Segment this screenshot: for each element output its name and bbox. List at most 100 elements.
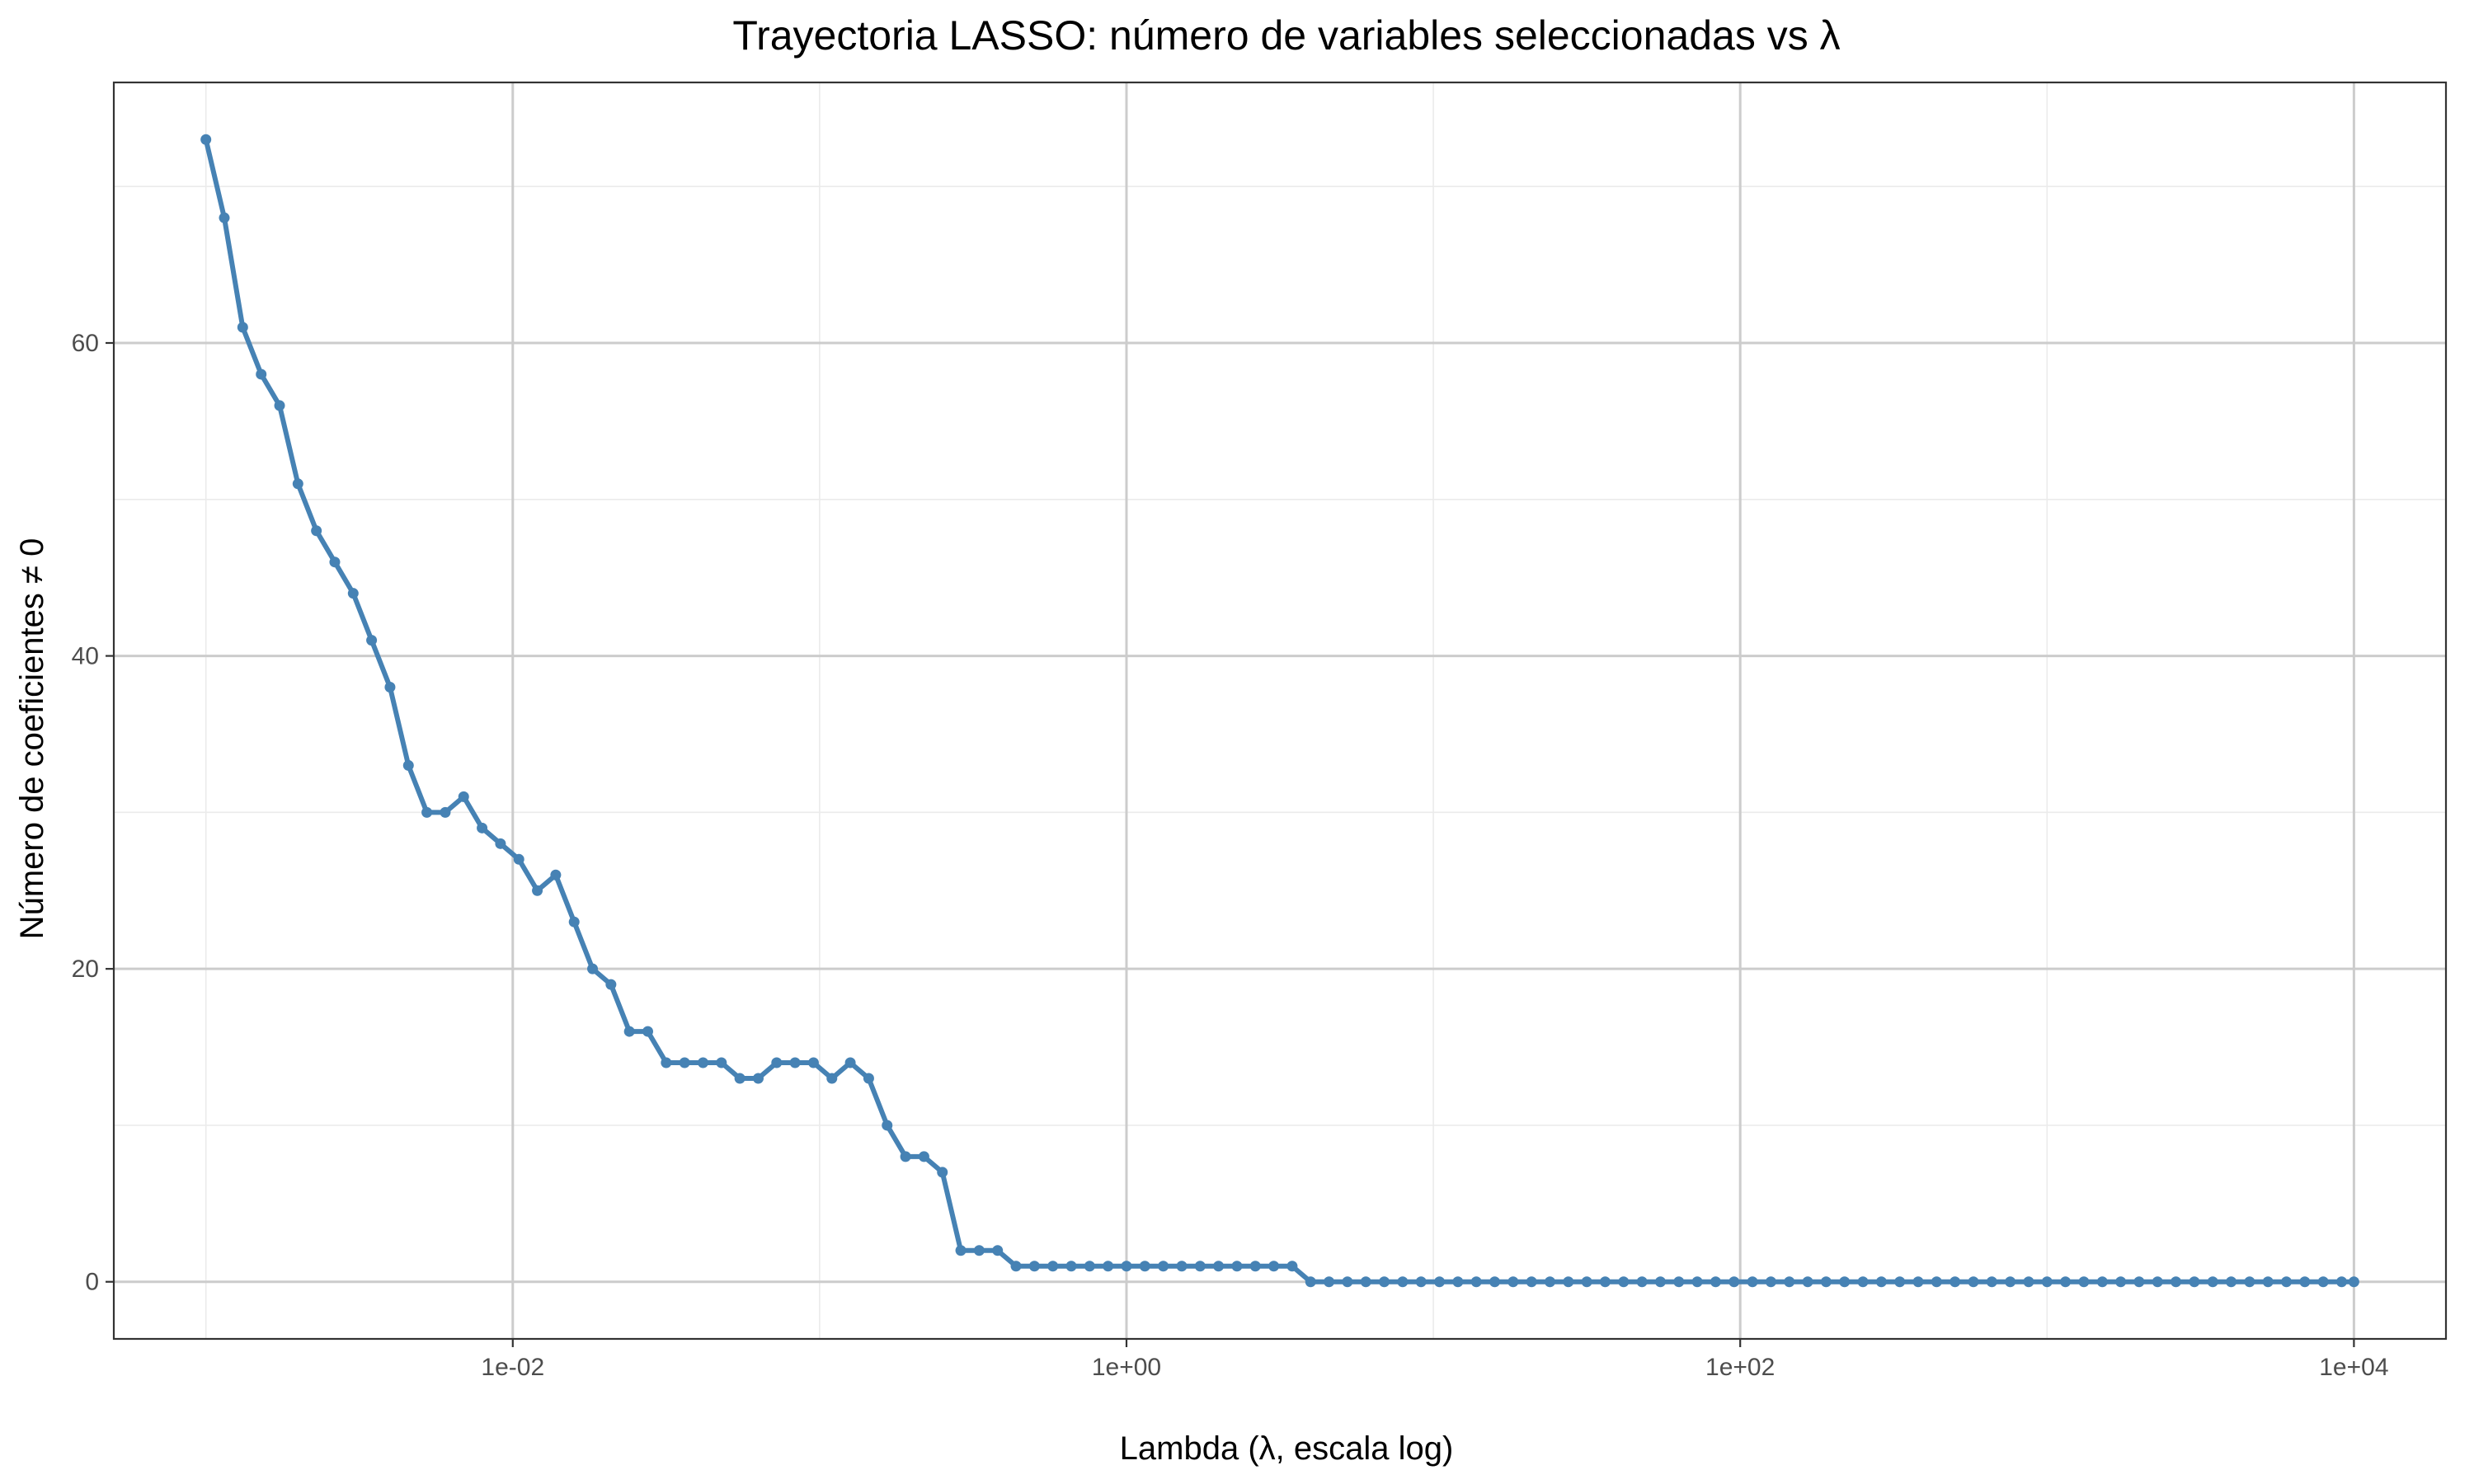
data-point: [256, 369, 267, 380]
data-point: [826, 1073, 838, 1084]
data-point: [1563, 1276, 1574, 1288]
data-point: [623, 1026, 635, 1037]
data-point: [661, 1057, 672, 1068]
data-point: [532, 885, 543, 896]
data-point: [1010, 1261, 1022, 1272]
data-point: [1084, 1261, 1095, 1272]
data-point: [1360, 1276, 1371, 1288]
data-point: [2336, 1276, 2348, 1288]
data-point: [1158, 1261, 1169, 1272]
data-point: [807, 1057, 819, 1068]
data-point: [882, 1120, 893, 1131]
data-point: [347, 588, 359, 599]
data-point: [1747, 1276, 1758, 1288]
data-point: [1065, 1261, 1077, 1272]
data-point: [1784, 1276, 1795, 1288]
data-point: [1839, 1276, 1851, 1288]
data-point: [495, 838, 506, 849]
x-tick-label: 1e+04: [2319, 1354, 2388, 1381]
data-point: [1986, 1276, 1997, 1288]
minor-gridlines: [114, 82, 2446, 1339]
y-tick-label: 20: [72, 956, 99, 983]
data-point: [1654, 1276, 1666, 1288]
x-axis-title: Lambda (λ, escala log): [1120, 1430, 1454, 1467]
data-point: [421, 806, 433, 818]
data-point: [1397, 1276, 1409, 1288]
data-point: [973, 1245, 985, 1256]
data-point: [1470, 1276, 1482, 1288]
data-point: [2115, 1276, 2127, 1288]
data-point: [716, 1057, 727, 1068]
data-point: [237, 322, 248, 333]
data-point: [1894, 1276, 1906, 1288]
data-point: [1875, 1276, 1887, 1288]
data-point: [1047, 1261, 1059, 1272]
data-point: [844, 1057, 856, 1068]
data-point: [1028, 1261, 1040, 1272]
data-point: [2171, 1276, 2182, 1288]
data-point: [1452, 1276, 1464, 1288]
data-point: [992, 1245, 1004, 1256]
data-point: [1415, 1276, 1427, 1288]
y-axis: 0 20 40 60: [72, 330, 114, 1296]
data-point: [642, 1026, 654, 1037]
data-point: [1636, 1276, 1648, 1288]
data-point: [1857, 1276, 1869, 1288]
x-tick-label: 1e+00: [1092, 1354, 1161, 1381]
data-point: [1912, 1276, 1924, 1288]
x-tick-label: 1e-02: [481, 1354, 544, 1381]
data-point: [402, 759, 414, 771]
data-point: [697, 1057, 708, 1068]
data-point: [292, 478, 303, 490]
data-point: [900, 1151, 911, 1162]
data-point: [2299, 1276, 2311, 1288]
data-point: [2189, 1276, 2200, 1288]
data-point: [477, 822, 488, 834]
data-point: [2348, 1276, 2359, 1288]
data-point: [1121, 1261, 1132, 1272]
x-axis: 1e-02 1e+00 1e+02 1e+04: [481, 1339, 2389, 1381]
data-point: [2244, 1276, 2255, 1288]
data-point: [2005, 1276, 2016, 1288]
data-point: [1765, 1276, 1776, 1288]
y-tick-label: 60: [72, 330, 99, 357]
data-point: [937, 1167, 948, 1178]
data-point: [1950, 1276, 1961, 1288]
data-point: [1213, 1261, 1225, 1272]
x-tick-label: 1e+02: [1705, 1354, 1775, 1381]
data-point: [274, 400, 285, 411]
data-point: [1305, 1276, 1316, 1288]
data-point: [568, 916, 580, 928]
data-point: [771, 1057, 783, 1068]
data-point: [1618, 1276, 1630, 1288]
data-point: [752, 1073, 764, 1084]
data-point: [2152, 1276, 2163, 1288]
data-point: [366, 635, 378, 646]
data-point: [1820, 1276, 1832, 1288]
data-point: [734, 1073, 745, 1084]
data-point: [1729, 1276, 1740, 1288]
data-point: [1489, 1276, 1501, 1288]
data-point: [1249, 1261, 1261, 1272]
data-point: [1342, 1276, 1353, 1288]
data-point: [1526, 1276, 1537, 1288]
y-tick-label: 40: [72, 643, 99, 670]
major-gridlines: [114, 82, 2446, 1339]
data-point: [550, 869, 562, 881]
data-point: [1673, 1276, 1685, 1288]
data-point: [1231, 1261, 1243, 1272]
y-axis-title: Número de coeficientes ≠ 0: [14, 538, 50, 940]
data-point: [219, 212, 230, 223]
data-point: [1286, 1261, 1298, 1272]
data-point: [311, 525, 322, 537]
data-point: [1710, 1276, 1721, 1288]
data-point: [1379, 1276, 1390, 1288]
data-point: [1507, 1276, 1519, 1288]
data-point: [1176, 1261, 1188, 1272]
data-point: [2060, 1276, 2072, 1288]
data-point: [587, 963, 599, 974]
data-point: [2023, 1276, 2034, 1288]
data-point: [1544, 1276, 1555, 1288]
data-point: [1691, 1276, 1703, 1288]
